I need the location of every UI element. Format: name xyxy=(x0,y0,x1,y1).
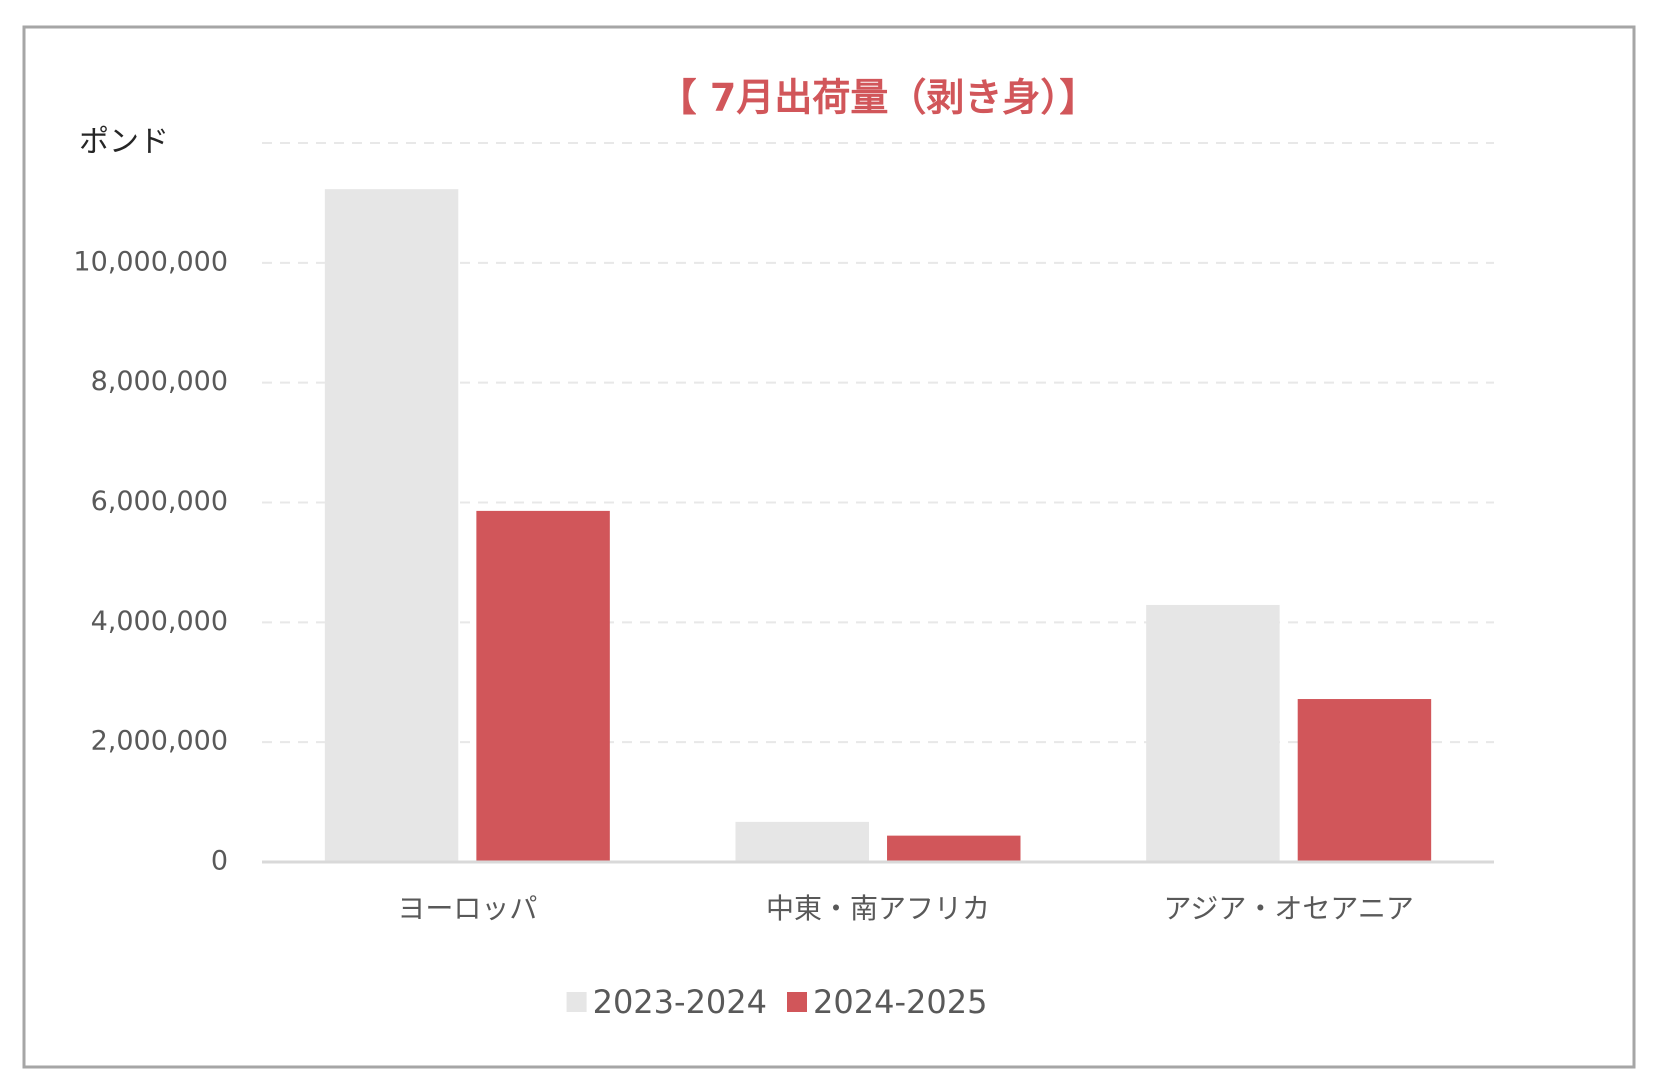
bar xyxy=(1146,604,1280,862)
x-tick-label: アジア・オセアニア xyxy=(1164,892,1414,925)
bar xyxy=(887,835,1021,862)
y-tick-label: 2,000,000 xyxy=(91,726,228,757)
legend-label: 2023-2024 xyxy=(593,983,767,1021)
y-tick-label: 4,000,000 xyxy=(91,606,228,637)
bar xyxy=(324,189,459,862)
y-axis-title: ポンド xyxy=(79,125,169,160)
bar xyxy=(735,821,869,862)
y-tick-label: 6,000,000 xyxy=(91,486,228,517)
x-tick-label: ヨーロッパ xyxy=(397,892,537,925)
bar xyxy=(1297,699,1432,862)
chart-frame xyxy=(22,25,1636,1069)
legend-label: 2024-2025 xyxy=(813,983,987,1021)
legend-swatch xyxy=(566,992,587,1012)
x-tick-label: 中東・南アフリカ xyxy=(766,892,990,925)
chart-title: 【 7月出荷量（剥き身）】 xyxy=(659,76,1098,120)
y-tick-label: 10,000,000 xyxy=(73,246,228,277)
bar xyxy=(476,510,610,862)
y-tick-label: 8,000,000 xyxy=(91,366,228,397)
legend-swatch xyxy=(787,992,807,1012)
y-tick-label: 0 xyxy=(211,846,228,877)
